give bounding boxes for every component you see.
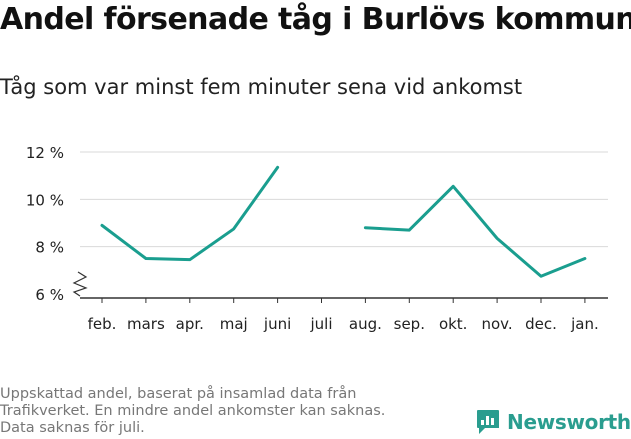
y-tick-label: 8 % — [35, 239, 64, 257]
y-tick-label: 10 % — [26, 191, 64, 209]
x-tick-label: juni — [263, 315, 291, 333]
x-tick-label: apr. — [176, 315, 204, 333]
footnote: Uppskattad andel, baserat på insamlad da… — [0, 386, 440, 437]
series-line — [363, 184, 587, 278]
chart-subtitle: Tåg som var minst fem minuter sena vid a… — [0, 75, 523, 99]
x-tick-label: mars — [127, 315, 165, 333]
series-line — [100, 165, 280, 262]
x-tick-label: sep. — [394, 315, 425, 333]
x-tick-label: dec. — [525, 315, 557, 333]
y-tick-label: 12 % — [26, 144, 64, 162]
x-tick-label: okt. — [439, 315, 468, 333]
x-tick-label: nov. — [482, 315, 513, 333]
chart-title: Andel försenade tåg i Burlövs kommun — [0, 2, 631, 37]
x-tick-label: aug. — [349, 315, 382, 333]
y-tick-label: 6 % — [35, 286, 64, 304]
x-tick-label: maj — [220, 315, 248, 333]
brand-logo: Newsworthy — [476, 409, 631, 435]
x-tick-label: feb. — [88, 315, 117, 333]
x-tick-label: juli — [309, 315, 332, 333]
footnote-line: Uppskattad andel, baserat på insamlad da… — [0, 386, 357, 402]
x-tick-label: jan. — [570, 315, 599, 333]
axis-break-icon — [72, 271, 88, 297]
brand-name: Newsworthy — [507, 410, 631, 434]
newsworthy-logo-icon — [477, 410, 499, 434]
footnote-line: Trafikverket. En mindre andel ankomster … — [0, 403, 386, 419]
footnote-line: Data saknas för juli. — [0, 420, 145, 436]
